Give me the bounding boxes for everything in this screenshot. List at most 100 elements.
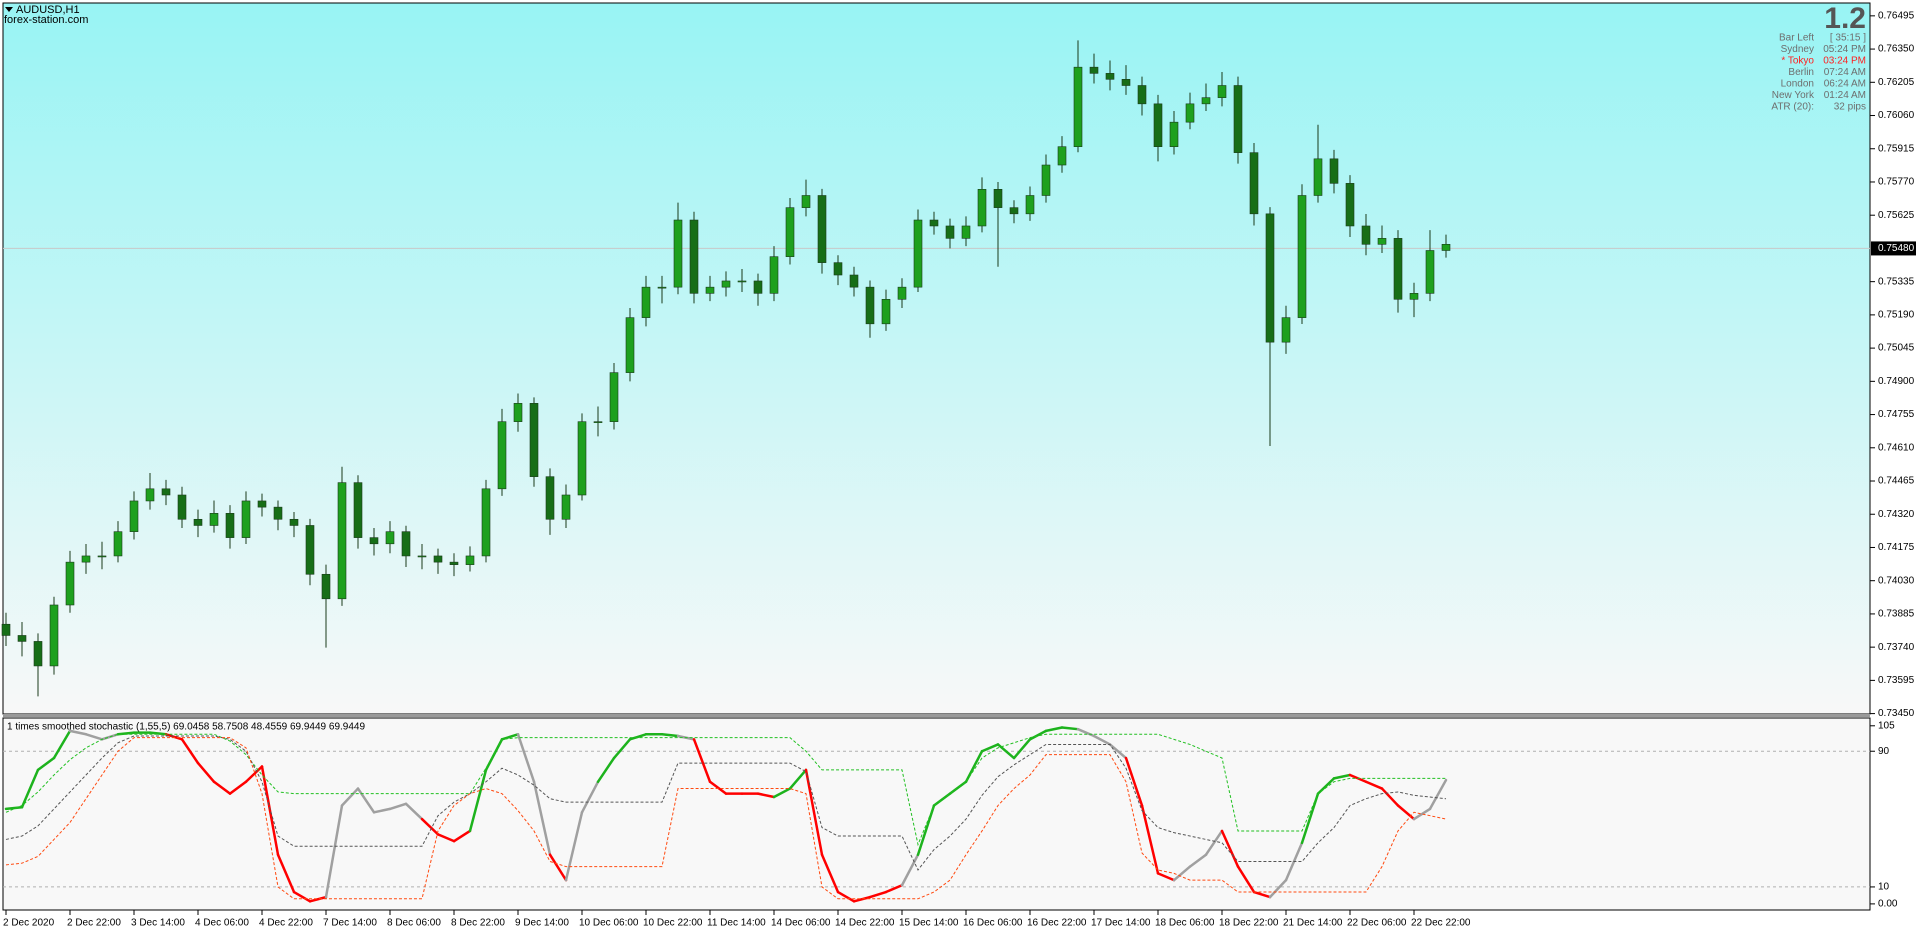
- info-value: 01:24 AM: [1824, 90, 1866, 101]
- indicator-segment: [1140, 804, 1160, 875]
- indicator-segment: [1012, 738, 1032, 760]
- indicator-segment: [228, 780, 248, 795]
- indicator-segment: [1028, 729, 1048, 741]
- symbol-menu-icon[interactable]: [5, 7, 13, 12]
- indicator-segment: [1188, 853, 1208, 868]
- candle-body: [593, 421, 603, 423]
- candle-body: [1057, 146, 1067, 166]
- y-tick-label: 0.74320: [1878, 509, 1915, 520]
- indicator-segment: [788, 768, 808, 790]
- x-tick-label: 16 Dec 06:00: [963, 918, 1023, 929]
- indicator-segment: [964, 749, 984, 784]
- candle-body: [577, 421, 587, 496]
- indicator-segment: [180, 738, 200, 765]
- indicator-segment: [1364, 780, 1384, 790]
- x-tick-label: 18 Dec 06:00: [1155, 918, 1215, 929]
- candle-body: [193, 518, 203, 526]
- indicator-panel: [2, 717, 1871, 911]
- indicator-segment: [436, 833, 456, 843]
- candle-body: [1297, 195, 1307, 318]
- y-tick-label: 0.75335: [1878, 276, 1915, 287]
- x-tick-label: 16 Dec 22:00: [1027, 918, 1087, 929]
- y-tick-label: 0.74755: [1878, 409, 1915, 420]
- x-tick-label: 3 Dec 14:00: [131, 918, 185, 929]
- candle-body: [305, 525, 315, 575]
- candle-body: [657, 286, 667, 289]
- candle-body: [545, 476, 555, 520]
- indicator-segment: [196, 761, 216, 784]
- candle-body: [385, 531, 395, 545]
- candle-body: [977, 189, 987, 227]
- candle-body: [401, 531, 411, 557]
- candle-body: [145, 488, 155, 502]
- candle-body: [49, 604, 59, 667]
- indicator-line: [5, 737, 1447, 900]
- y-tick-label: 10: [1878, 882, 1890, 893]
- indicator-segment: [916, 804, 936, 856]
- candle-body: [257, 500, 267, 508]
- candle-body: [1105, 73, 1115, 80]
- indicator-segment: [388, 802, 408, 811]
- symbol-label: AUDUSD,H1: [16, 4, 80, 16]
- candle-body: [1249, 152, 1259, 215]
- candle-body: [289, 518, 299, 526]
- candle-body: [673, 219, 683, 288]
- candle-body: [833, 262, 843, 276]
- candle-body: [737, 280, 747, 283]
- candle-body: [1201, 97, 1211, 105]
- y-tick-label: 0.74030: [1878, 575, 1915, 586]
- indicator-segment: [1108, 743, 1128, 760]
- y-tick-label: 0.73740: [1878, 642, 1915, 653]
- candle-body: [945, 225, 955, 239]
- indicator-segment: [836, 890, 856, 903]
- y-tick-label: 0.75625: [1878, 210, 1915, 221]
- indicator-title: 1 times smoothed stochastic (1,55,5) 69.…: [7, 722, 365, 733]
- candle-body: [769, 256, 779, 294]
- candle-body: [865, 286, 875, 325]
- indicator-segment: [420, 817, 440, 836]
- x-tick-label: 14 Dec 06:00: [771, 918, 831, 929]
- candle-body: [1329, 158, 1339, 184]
- candle-body: [1217, 85, 1227, 98]
- x-tick-label: 11 Dec 14:00: [707, 918, 766, 929]
- indicator-segment: [452, 829, 472, 843]
- indicator-segment: [804, 768, 824, 856]
- candle-body: [881, 299, 891, 325]
- indicator-segment: [1092, 734, 1112, 746]
- x-tick-label: 2 Dec 22:00: [67, 918, 121, 929]
- indicator-segment: [596, 756, 616, 784]
- indicator-segment: [244, 765, 264, 784]
- candle-body: [497, 421, 507, 490]
- candle-body: [1009, 207, 1019, 215]
- current-price-label: 0.75480: [1878, 243, 1915, 254]
- info-value: 06:24 AM: [1824, 79, 1866, 90]
- y-tick-label: 0.75770: [1878, 177, 1915, 188]
- indicator-segment: [84, 733, 104, 741]
- indicator-segment: [340, 787, 360, 807]
- info-value: [ 35:15 ]: [1830, 33, 1866, 44]
- x-tick-label: 8 Dec 22:00: [451, 918, 505, 929]
- panel-separator: [3, 714, 1870, 717]
- indicator-segment: [1220, 829, 1240, 868]
- candle-body: [337, 482, 347, 600]
- indicator-segment: [660, 733, 680, 738]
- price-panel: [2, 2, 1871, 715]
- indicator-segment: [1076, 727, 1096, 738]
- y-tick-label: 0.76495: [1878, 10, 1915, 21]
- indicator-segment: [548, 853, 568, 882]
- x-tick-label: 4 Dec 22:00: [259, 918, 313, 929]
- x-tick-label: 8 Dec 06:00: [387, 918, 441, 929]
- indicator-segment: [1332, 773, 1352, 780]
- x-tick-label: 4 Dec 06:00: [195, 918, 249, 929]
- candle-body: [1089, 66, 1099, 74]
- y-tick-label: 0.76060: [1878, 110, 1915, 121]
- source-label: forex-station.com: [4, 14, 88, 26]
- candle-body: [897, 286, 907, 300]
- candle-body: [785, 207, 795, 257]
- indicator-segment: [324, 804, 344, 899]
- info-label: New York: [1772, 90, 1815, 101]
- candle-body: [209, 513, 219, 526]
- version-label: 1.2: [1824, 2, 1866, 35]
- candle-body: [913, 219, 923, 288]
